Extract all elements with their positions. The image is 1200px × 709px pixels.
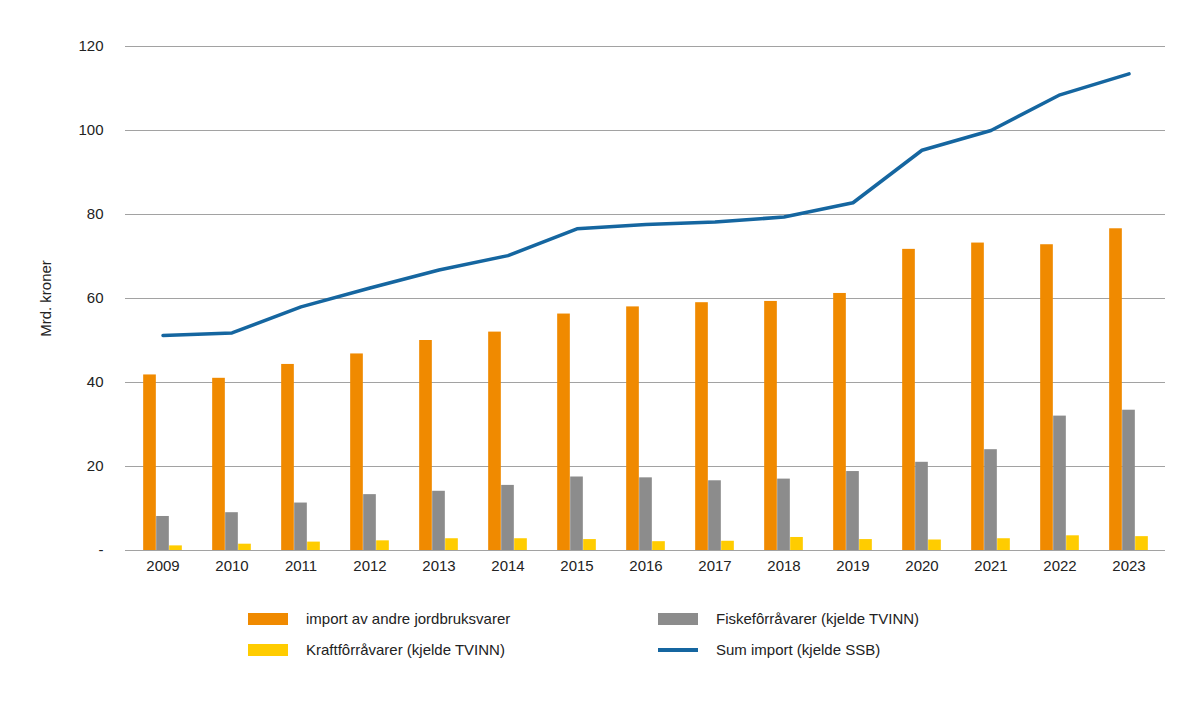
html-text:Sum import (kjelde SSB): Sum import (kjelde SSB) <box>716 641 881 658</box>
html-text:Kraftfôrråvarer (kjelde TVINN): Kraftfôrråvarer (kjelde TVINN) <box>306 641 505 658</box>
html-text:import av andre jordbruksvarer: import av andre jordbruksvarer <box>306 610 511 627</box>
svg-text:Mrd. kroner: Mrd. kroner <box>37 260 54 337</box>
html-text:Fiskefôrråvarer (kjelde TVINN): Fiskefôrråvarer (kjelde TVINN) <box>716 610 920 627</box>
svg-text:2019: 2019 <box>836 557 869 574</box>
svg-text:120: 120 <box>78 37 103 54</box>
svg-text:2018: 2018 <box>767 557 800 574</box>
svg-text:2010: 2010 <box>215 557 248 574</box>
svg-text:2009: 2009 <box>146 557 179 574</box>
svg-text:2015: 2015 <box>560 557 593 574</box>
svg-text:40: 40 <box>87 373 104 390</box>
svg-text:-: - <box>99 541 104 558</box>
svg-text:2022: 2022 <box>1043 557 1076 574</box>
svg-text:2014: 2014 <box>491 557 524 574</box>
svg-text:2020: 2020 <box>905 557 938 574</box>
svg-text:2011: 2011 <box>285 557 317 574</box>
svg-text:2012: 2012 <box>353 557 386 574</box>
svg-text:2021: 2021 <box>974 557 1007 574</box>
svg-text:2023: 2023 <box>1112 557 1145 574</box>
svg-text:60: 60 <box>87 289 104 306</box>
svg-text:100: 100 <box>78 121 103 138</box>
svg-text:20: 20 <box>87 457 104 474</box>
svg-text:2017: 2017 <box>698 557 731 574</box>
svg-text:2013: 2013 <box>422 557 455 574</box>
svg-text:80: 80 <box>87 205 104 222</box>
svg-text:2016: 2016 <box>629 557 662 574</box>
